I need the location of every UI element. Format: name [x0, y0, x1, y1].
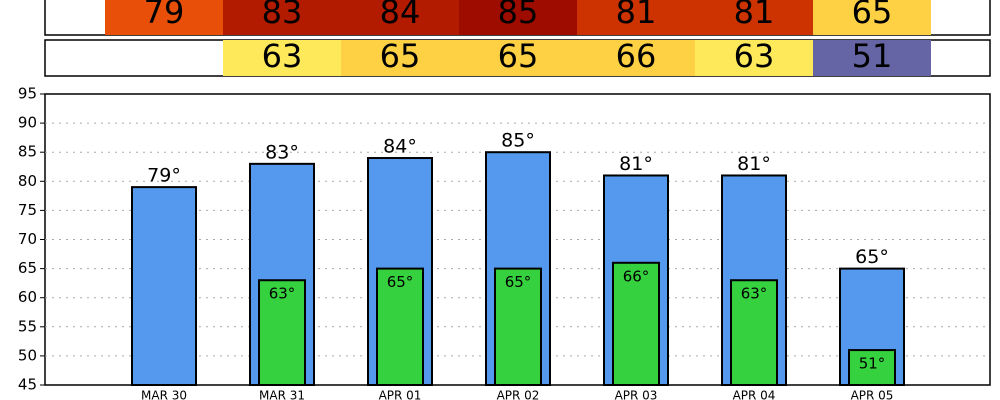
cell	[695, 40, 813, 76]
y-tick-label: 80	[18, 172, 37, 190]
y-tick-label: 70	[18, 230, 37, 248]
cell-value: 63	[262, 37, 303, 75]
y-tick-label: 90	[18, 114, 37, 132]
cell-value: 81	[616, 0, 657, 31]
value-label: 84°	[383, 136, 417, 158]
bar	[848, 349, 896, 386]
value-label: 65°	[505, 273, 532, 291]
cell-value: 83	[262, 0, 303, 31]
cell	[105, 0, 223, 35]
cell-value: 65	[380, 37, 421, 75]
y-tick-label: 50	[18, 346, 37, 364]
value-label: 79°	[147, 165, 181, 187]
cell	[577, 40, 695, 76]
bar	[376, 267, 424, 387]
y-tick-label: 75	[18, 201, 37, 219]
value-label: 81°	[737, 153, 771, 175]
cell	[223, 0, 341, 35]
cell-value: 65	[498, 37, 539, 75]
cell-value: 65	[852, 0, 893, 31]
cell	[223, 40, 341, 76]
cell-value: 66	[616, 37, 657, 75]
value-label: 63°	[741, 285, 768, 303]
value-label: 65°	[387, 273, 414, 291]
y-tick-label: 65	[18, 259, 37, 277]
value-label: 85°	[501, 130, 535, 152]
y-tick-label: 95	[18, 85, 37, 103]
y-tick-label: 60	[18, 288, 37, 306]
cell	[341, 40, 459, 76]
value-label: 66°	[623, 267, 650, 285]
cell-value: 51	[852, 37, 893, 75]
bar	[258, 279, 306, 386]
bar	[131, 186, 197, 386]
cell-value: 84	[380, 0, 421, 31]
value-label: 65°	[855, 246, 889, 268]
value-label: 83°	[265, 141, 299, 163]
cell-value: 63	[734, 37, 775, 75]
cell-value: 79	[144, 0, 185, 31]
value-label: 81°	[619, 153, 653, 175]
cell	[341, 0, 459, 35]
y-tick-label: 45	[18, 376, 37, 394]
cell-value: 85	[498, 0, 539, 31]
x-tick-label: MAR 31	[259, 389, 305, 400]
bar	[494, 267, 542, 387]
value-label: 51°	[859, 355, 886, 373]
value-label: 63°	[269, 285, 296, 303]
y-tick-label: 85	[18, 143, 37, 161]
cell	[577, 0, 695, 35]
x-tick-label: MAR 30	[141, 389, 187, 400]
cell	[813, 40, 931, 76]
cell	[459, 40, 577, 76]
x-tick-label: APR 02	[497, 389, 540, 400]
cell	[459, 0, 577, 35]
bar	[730, 279, 778, 386]
x-tick-label: APR 05	[851, 389, 894, 400]
x-tick-label: APR 03	[615, 389, 658, 400]
cell-value: 81	[734, 0, 775, 31]
y-tick-label: 55	[18, 317, 37, 335]
x-tick-label: APR 04	[733, 389, 776, 400]
bar	[612, 261, 660, 386]
cell	[695, 0, 813, 35]
cell	[813, 0, 931, 35]
x-tick-label: APR 01	[379, 389, 422, 400]
